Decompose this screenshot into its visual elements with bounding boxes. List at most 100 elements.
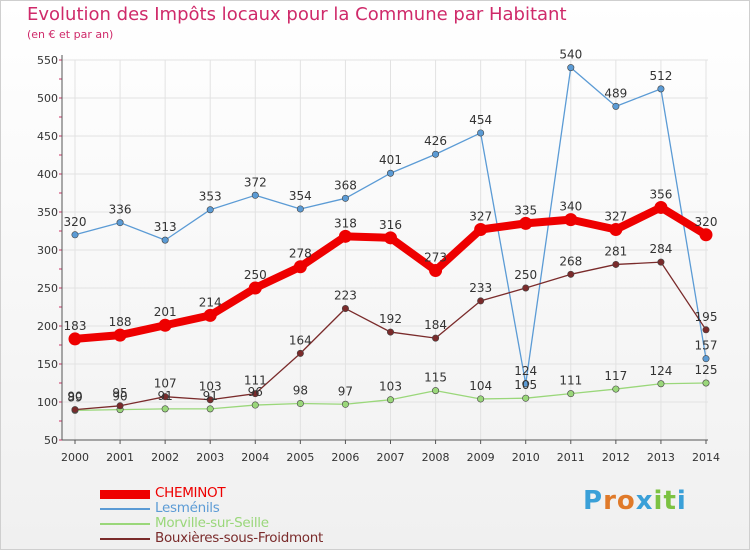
chart-plot: 50 100 150 200 250 300 350 400 450 500 550 2000 2001… [37,48,720,464]
data-point-bouxi-res-sous-froidmont [116,402,124,410]
data-point-morville-sur-seille [522,394,530,402]
data-point-morville-sur-seille [206,405,214,413]
brand-letter: i [676,486,687,516]
data-point-lesm-nils [657,85,665,93]
data-label-morville-sur-seille: 124 [649,364,672,378]
legend-label-bouxieres: Bouxières-sous-Froidmont [155,530,324,546]
data-label-lesm-nils: 540 [559,48,582,62]
data-label-bouxi-res-sous-froidmont: 281 [604,244,627,258]
data-label-cheminot: 327 [604,209,627,223]
data-point-bouxi-res-sous-froidmont [522,284,530,292]
data-point-lesm-nils [71,231,79,239]
data-point-lesm-nils [567,64,575,72]
data-label-bouxi-res-sous-froidmont: 107 [154,377,177,391]
x-tick-label: 2004 [241,451,269,464]
data-label-lesm-nils: 368 [334,178,357,192]
y-tick-label: 450 [37,130,58,143]
data-label-bouxi-res-sous-froidmont: 284 [649,242,672,256]
chart-title: Evolution des Impôts locaux pour la Comm… [27,4,567,25]
data-label-bouxi-res-sous-froidmont: 95 [112,386,127,400]
data-point-morville-sur-seille [702,379,710,387]
data-point-morville-sur-seille [251,401,259,409]
data-point-morville-sur-seille [477,395,485,403]
data-point-cheminot [654,200,668,214]
x-tick-label: 2012 [602,451,630,464]
data-point-cheminot [519,216,533,230]
data-point-lesm-nils [386,169,394,177]
y-tick-label: 300 [37,244,58,257]
data-label-lesm-nils: 512 [649,69,672,83]
data-point-lesm-nils [612,102,620,110]
data-label-morville-sur-seille: 117 [604,369,627,383]
data-point-cheminot [699,228,713,242]
data-label-lesm-nils: 401 [379,153,402,167]
data-label-morville-sur-seille: 103 [379,380,402,394]
data-point-lesm-nils [341,194,349,202]
data-point-morville-sur-seille [612,385,620,393]
data-label-lesm-nils: 336 [109,203,132,217]
data-point-bouxi-res-sous-froidmont [71,406,79,414]
x-tick-label: 2006 [331,451,359,464]
data-point-bouxi-res-sous-froidmont [567,270,575,278]
brand-letter: r [603,486,617,516]
data-point-bouxi-res-sous-froidmont [477,297,485,305]
y-tick-label: 150 [37,358,58,371]
data-label-cheminot: 250 [244,268,267,282]
y-tick-label: 350 [37,206,58,219]
legend-swatch-lesmenils [100,508,150,510]
data-label-morville-sur-seille: 105 [514,378,537,392]
x-tick-label: 2007 [377,451,405,464]
x-tick-label: 2001 [106,451,134,464]
data-label-cheminot: 316 [379,218,402,232]
legend-label-lesmenils: Lesménils [155,500,220,516]
data-point-morville-sur-seille [432,387,440,395]
data-point-cheminot [609,222,623,236]
data-point-morville-sur-seille [386,396,394,404]
x-tick-label: 2014 [692,451,720,464]
brand-logo: Proxiti [583,486,687,516]
data-label-cheminot: 214 [199,295,222,309]
x-tick-label: 2005 [286,451,314,464]
legend-swatch-bouxieres [100,538,150,540]
data-label-cheminot: 356 [649,187,672,201]
data-point-cheminot [68,332,82,346]
data-label-morville-sur-seille: 104 [469,379,492,393]
legend-label-morville: Morville-sur-Seille [155,515,269,531]
data-label-cheminot: 188 [109,315,132,329]
data-label-bouxi-res-sous-froidmont: 111 [244,374,267,388]
data-point-morville-sur-seille [161,405,169,413]
data-label-lesm-nils: 313 [154,220,177,234]
data-point-bouxi-res-sous-froidmont [251,390,259,398]
data-point-lesm-nils [296,205,304,213]
data-point-lesm-nils [432,150,440,158]
data-label-lesm-nils: 124 [514,364,537,378]
x-tick-label: 2010 [512,451,540,464]
y-tick-label: 100 [37,396,58,409]
data-label-cheminot: 327 [469,209,492,223]
chart-subtitle: (en € et par an) [27,28,114,41]
data-label-cheminot: 340 [559,200,582,214]
data-point-bouxi-res-sous-froidmont [612,260,620,268]
data-point-bouxi-res-sous-froidmont [386,328,394,336]
data-label-bouxi-res-sous-froidmont: 192 [379,312,402,326]
data-label-bouxi-res-sous-froidmont: 250 [514,268,537,282]
data-point-bouxi-res-sous-froidmont [432,334,440,342]
data-point-cheminot [158,318,172,332]
data-point-cheminot [113,328,127,342]
legend-item-bouxieres: Bouxières-sous-Froidmont [100,530,380,547]
data-label-morville-sur-seille: 96 [248,385,263,399]
data-label-cheminot: 335 [514,203,537,217]
data-label-morville-sur-seille: 115 [424,371,447,385]
data-label-bouxi-res-sous-froidmont: 103 [199,380,222,394]
data-point-lesm-nils [522,380,530,388]
data-point-cheminot [429,264,443,278]
legend-label-cheminot: CHEMINOT [155,485,226,501]
data-label-cheminot: 278 [289,247,312,261]
x-tick-label: 2009 [467,451,495,464]
legend-swatch-morville [100,523,150,525]
data-point-morville-sur-seille [567,390,575,398]
data-point-cheminot [248,281,262,295]
data-label-bouxi-res-sous-froidmont: 195 [695,310,718,324]
y-tick-label: 500 [37,92,58,105]
data-point-cheminot [293,260,307,274]
